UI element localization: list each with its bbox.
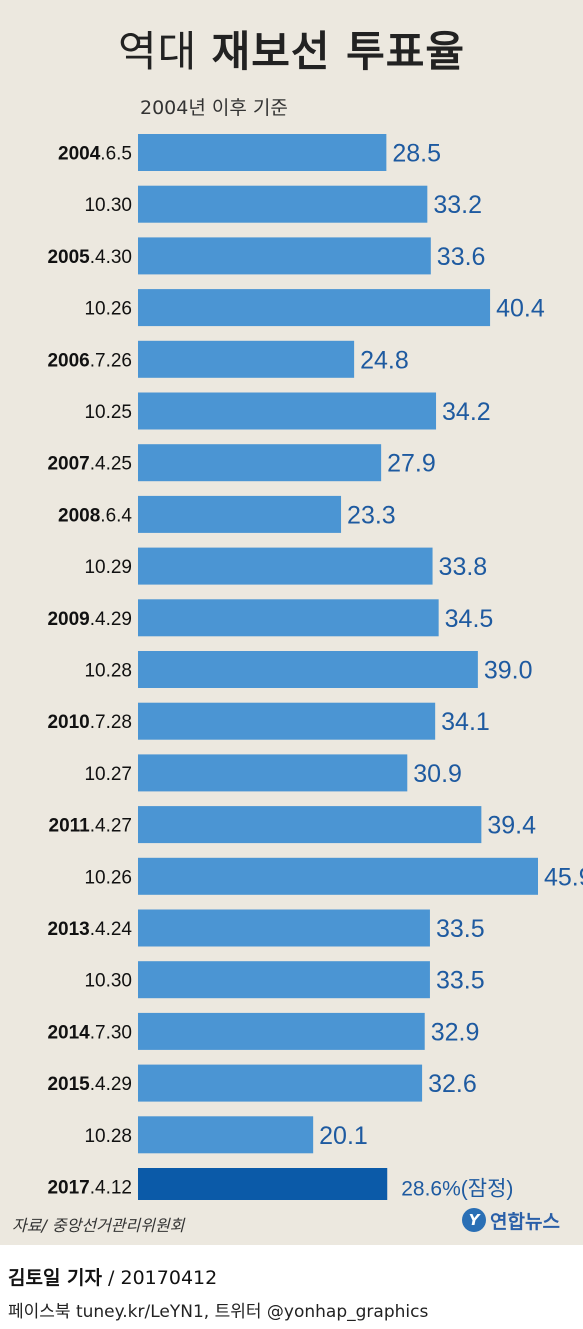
title-light: 역대 <box>117 27 198 76</box>
category-label: 2007.4.25 <box>47 454 132 475</box>
bar <box>138 651 478 688</box>
bar <box>138 754 408 792</box>
category-label: 2011.4.27 <box>49 816 133 837</box>
bar <box>138 909 430 947</box>
value-label: 33.5 <box>436 967 485 995</box>
category-label: 10.26 <box>84 867 132 888</box>
reporter-credit: 김토일 기자 / 20170412 <box>8 1263 217 1290</box>
category-label: 10.29 <box>84 557 132 578</box>
value-label: 40.4 <box>496 295 545 323</box>
category-label: 2017.4.12 <box>47 1178 132 1199</box>
category-label: 10.25 <box>84 402 132 423</box>
category-label: 10.30 <box>84 971 132 992</box>
category-label: 10.28 <box>84 1126 132 1147</box>
chart-title: 역대 재보선 투표율 <box>0 18 583 79</box>
source-note: 자료/ 중앙선거관리위원회 <box>12 1216 185 1235</box>
value-label: 27.9 <box>387 450 436 478</box>
bar <box>138 495 342 533</box>
category-label: 2013.4.24 <box>47 919 132 940</box>
bar <box>138 392 437 430</box>
bar <box>138 806 482 844</box>
value-label: 39.4 <box>487 812 536 840</box>
category-label: 10.27 <box>84 764 132 785</box>
bar <box>138 1064 423 1102</box>
category-label: 2004.6.5 <box>58 144 132 165</box>
chart-panel: 역대 재보선 투표율 2004년 이후 기준 2004.6.5 28.5 10.30… <box>0 0 583 1245</box>
value-label: 33.6 <box>437 243 486 271</box>
value-label: 34.5 <box>445 605 494 633</box>
category-label: 10.28 <box>84 661 132 682</box>
value-label: 33.2 <box>433 191 482 219</box>
category-label: 2009.4.29 <box>47 609 132 630</box>
category-label: 2005.4.30 <box>47 247 132 268</box>
category-label: 2015.4.29 <box>47 1074 132 1095</box>
bar <box>138 1168 388 1200</box>
bar <box>138 444 382 482</box>
value-label: 23.3 <box>347 501 396 529</box>
value-label: 24.8 <box>360 346 409 374</box>
value-label: 39.0 <box>484 657 533 685</box>
category-label: 2006.7.26 <box>47 350 132 371</box>
logo-mark-icon: Y <box>462 1208 486 1232</box>
bar <box>138 1012 425 1050</box>
bar-chart: 2004.6.5 28.5 10.30 33.2 2005.4.30 33.6 10.26 4… <box>47 134 583 1201</box>
value-label: 33.5 <box>436 915 485 943</box>
bar <box>138 237 431 275</box>
bar <box>138 289 491 327</box>
category-label: 2008.6.4 <box>58 505 132 526</box>
credit-date: / 20170412 <box>102 1267 218 1289</box>
value-label: 20.1 <box>319 1122 368 1150</box>
value-label: 28.6%(잠정) <box>401 1178 513 1201</box>
value-label: 28.5 <box>392 140 441 168</box>
bar <box>138 340 355 378</box>
bar <box>138 961 430 999</box>
social-links: 페이스북 tuney.kr/LeYN1, 트위터 @yonhap_graphic… <box>8 1302 429 1322</box>
bar <box>138 1116 314 1154</box>
yonhap-logo: Y 연합뉴스 <box>462 1205 560 1235</box>
category-label: 10.30 <box>84 195 132 216</box>
bar <box>138 857 538 895</box>
title-bold: 재보선 투표율 <box>211 27 466 76</box>
value-label: 32.9 <box>431 1018 480 1046</box>
value-label: 34.2 <box>442 398 491 426</box>
category-label: 10.26 <box>84 299 132 320</box>
category-label: 2014.7.30 <box>47 1022 132 1043</box>
bar <box>138 547 433 585</box>
category-label: 2010.7.28 <box>47 712 132 733</box>
logo-text: 연합뉴스 <box>490 1210 560 1233</box>
bar <box>138 185 428 223</box>
value-label: 30.9 <box>413 760 462 788</box>
bar <box>138 599 439 637</box>
value-label: 33.8 <box>439 553 488 581</box>
value-label: 45.9 <box>544 863 583 891</box>
value-label: 32.6 <box>428 1070 477 1098</box>
bar <box>138 134 387 171</box>
chart-subtitle: 2004년 이후 기준 <box>140 97 288 119</box>
reporter-name: 김토일 기자 <box>8 1267 103 1289</box>
value-label: 34.1 <box>441 708 490 736</box>
bar <box>138 702 436 740</box>
